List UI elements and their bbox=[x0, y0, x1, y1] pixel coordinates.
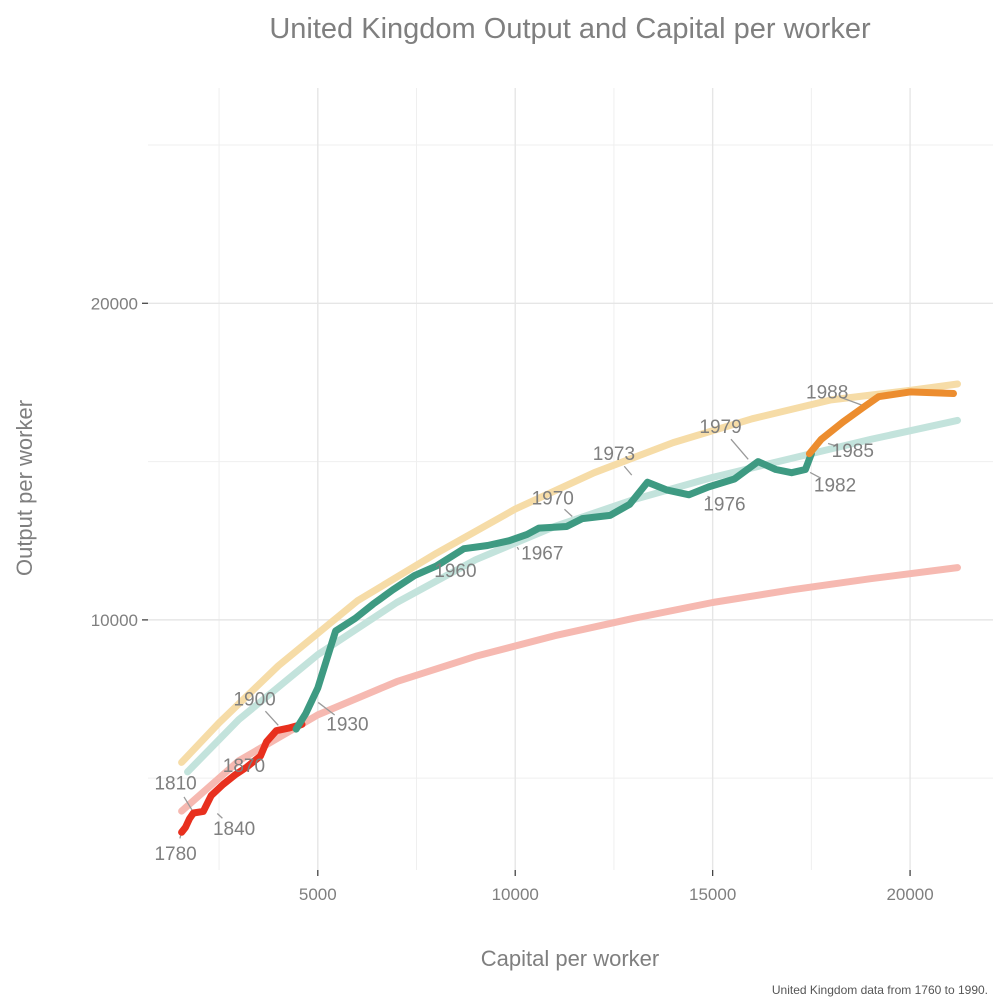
series-line-3 bbox=[805, 388, 957, 458]
annotation-leader bbox=[317, 701, 336, 716]
annotation-leader bbox=[623, 465, 633, 476]
year-label: 1870 bbox=[223, 756, 265, 777]
year-label: 1970 bbox=[532, 488, 574, 509]
year-label: 1967 bbox=[521, 544, 563, 565]
annotation-leader bbox=[563, 508, 573, 518]
year-label: 1976 bbox=[703, 495, 745, 516]
annotation-leader bbox=[809, 471, 822, 479]
annotation-leader bbox=[264, 710, 279, 726]
x-tick-label: 10000 bbox=[492, 885, 539, 904]
year-label: 1973 bbox=[593, 444, 635, 465]
y-tick-label: 20000 bbox=[91, 294, 138, 313]
caption: United Kingdom data from 1760 to 1990. bbox=[772, 983, 988, 997]
year-label: 1840 bbox=[213, 819, 255, 840]
annotations: 1780 1810 1840 1870 1900 1930 1960 1967 1970 1973… bbox=[154, 382, 873, 865]
annotation-leader bbox=[216, 813, 223, 819]
y-tick-label: 10000 bbox=[91, 611, 138, 630]
year-label: 1780 bbox=[154, 844, 196, 865]
year-label: 1982 bbox=[814, 476, 856, 497]
x-tick-label: 20000 bbox=[886, 885, 933, 904]
year-label: 1930 bbox=[326, 715, 368, 736]
x-tick-label: 15000 bbox=[689, 885, 736, 904]
y-axis-title: Output per worker bbox=[12, 400, 37, 576]
x-tick-label: 5000 bbox=[299, 885, 337, 904]
annotation-leader bbox=[730, 438, 749, 460]
annotation-leader bbox=[707, 495, 711, 499]
annotation-leader bbox=[841, 397, 863, 406]
year-label: 1985 bbox=[832, 441, 874, 462]
year-label: 1960 bbox=[434, 561, 476, 582]
reference-curve bbox=[178, 564, 961, 815]
year-label: 1900 bbox=[233, 689, 275, 710]
chart-title: United Kingdom Output and Capital per wo… bbox=[269, 13, 871, 45]
series-line-1 bbox=[178, 720, 306, 836]
grid bbox=[148, 88, 993, 870]
data-series bbox=[178, 388, 957, 836]
annotation-leader bbox=[827, 442, 838, 447]
series-line-2 bbox=[292, 450, 815, 733]
annotation-leader bbox=[516, 546, 520, 550]
axis-ticks: 5000 10000 15000 20000 10000 20000 bbox=[91, 294, 934, 904]
year-label: 1988 bbox=[806, 382, 848, 403]
year-label: 1810 bbox=[154, 773, 196, 794]
year-label: 1979 bbox=[699, 417, 741, 438]
x-axis-title: Capital per worker bbox=[481, 946, 660, 971]
annotation-leader bbox=[179, 835, 182, 839]
